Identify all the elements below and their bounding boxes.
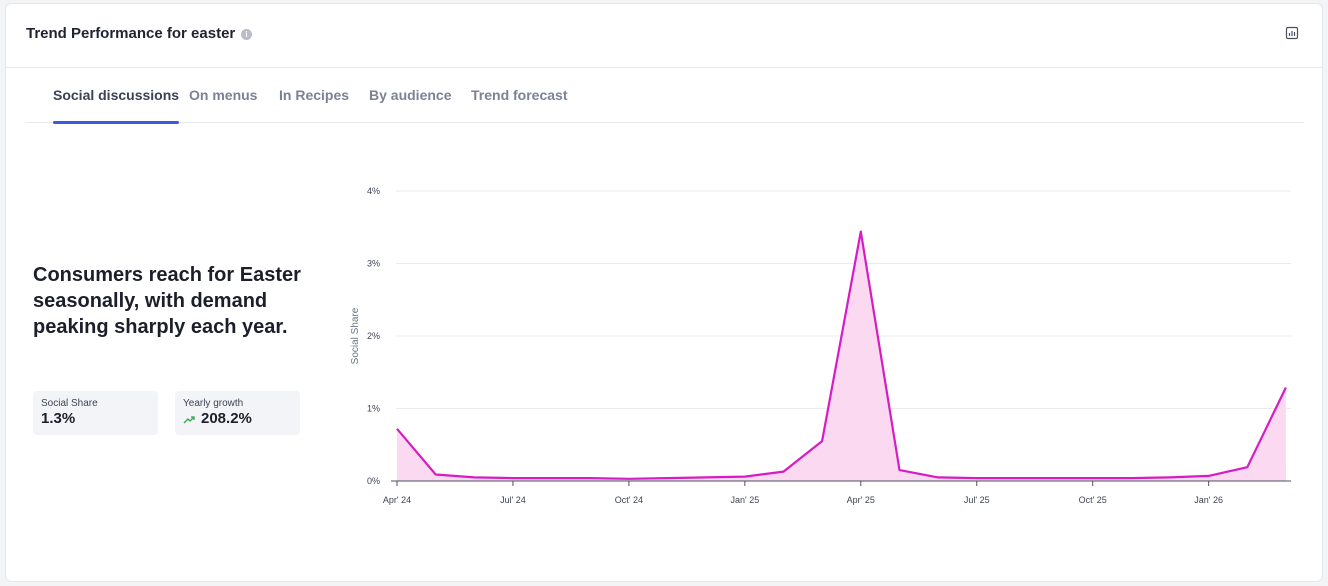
y-axis-label: Social Share	[350, 307, 361, 364]
y-tick-label: 3%	[367, 259, 380, 269]
tab-trend-forecast[interactable]: Trend forecast	[471, 87, 568, 103]
tab-social-discussions[interactable]: Social discussions	[53, 68, 180, 124]
insight-headline: Consumers reach for Easter seasonally, w…	[33, 264, 301, 338]
info-icon[interactable]: i	[241, 29, 252, 40]
y-tick-label: 0%	[367, 476, 380, 486]
trend-performance-card: Trend Performance for easter i Social di…	[5, 3, 1323, 582]
social-share-label: Social Share	[41, 398, 98, 409]
card-header: Trend Performance for easter i	[6, 4, 1322, 68]
tab-bar: Social discussions On menus In Recipes B…	[26, 68, 1304, 124]
card-title: Trend Performance for easter	[26, 25, 236, 42]
yearly-growth-stat: Yearly growth 208.2%	[175, 391, 300, 435]
yearly-growth-label: Yearly growth	[183, 398, 244, 409]
x-tick-label: Jul' 24	[500, 495, 526, 505]
chart-export-icon[interactable]	[1285, 26, 1299, 40]
tab-on-menus[interactable]: On menus	[189, 87, 258, 103]
x-tick-label: Jan' 25	[730, 495, 759, 505]
tab-in-recipes[interactable]: In Recipes	[279, 87, 350, 103]
series-area	[397, 231, 1286, 481]
y-tick-label: 1%	[367, 404, 380, 414]
x-tick-label: Apr' 24	[383, 495, 411, 505]
tab-by-audience[interactable]: By audience	[369, 87, 452, 103]
y-tick-label: 4%	[367, 186, 380, 196]
trend-up-icon	[183, 416, 195, 424]
social-share-value: 1.3%	[41, 410, 76, 427]
yearly-growth-value: 208.2%	[201, 410, 252, 427]
x-tick-label: Oct' 24	[615, 495, 643, 505]
social-share-stat: Social Share 1.3%	[33, 391, 158, 435]
social-share-chart: 0% 1% 2% 3% 4% Social Share Apr' 24 Jul' 24 Oct'…	[350, 186, 1291, 505]
series-line	[396, 230, 1287, 480]
x-tick-label: Jan' 26	[1194, 495, 1223, 505]
x-tick-label: Apr' 25	[847, 495, 875, 505]
y-tick-label: 2%	[367, 331, 380, 341]
x-tick-label: Jul' 25	[964, 495, 990, 505]
x-tick-label: Oct' 25	[1079, 495, 1107, 505]
